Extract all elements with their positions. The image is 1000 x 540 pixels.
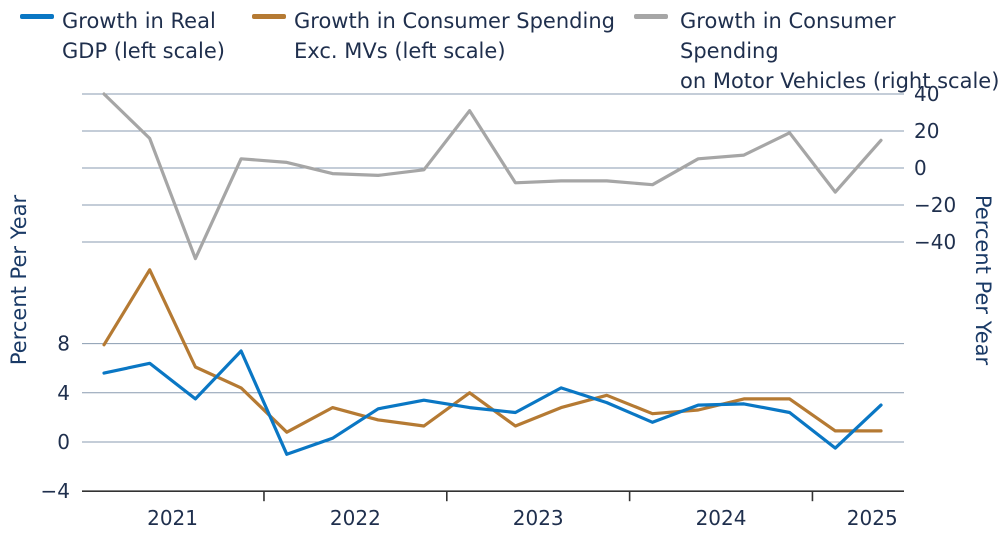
axes — [82, 490, 904, 502]
right-tick-label: 40 — [914, 82, 939, 106]
series-line-motor-vehicles — [102, 92, 883, 261]
x-year-label: 2023 — [513, 506, 564, 530]
legend-swatch-gdp — [20, 14, 54, 19]
right-tick-label: 0 — [914, 156, 927, 180]
x-year-label: 2021 — [147, 506, 198, 530]
legend-entry-consumer-exc-mv: Growth in Consumer Spending Exc. MVs (le… — [294, 6, 615, 66]
series-lines — [102, 92, 883, 456]
right-tick-label: 20 — [914, 119, 939, 143]
legend-label-motor-vehicles: Growth in Consumer Spending on Motor Veh… — [680, 9, 1000, 93]
legend-label-gdp: Growth in Real GDP (left scale) — [62, 9, 225, 63]
x-year-label: 2022 — [330, 506, 381, 530]
right-axis-title: Percent Per Year — [971, 195, 995, 366]
legend-swatch-consumer-exc-mv — [252, 14, 286, 19]
right-tick-label: −40 — [914, 230, 956, 254]
legend-entry-gdp: Growth in Real GDP (left scale) — [62, 6, 225, 66]
left-tick-label: 0 — [57, 430, 70, 454]
gridlines — [82, 93, 904, 443]
right-tick-label: −20 — [914, 193, 956, 217]
legend-swatch-motor-vehicles — [634, 14, 668, 19]
x-year-label: 2024 — [696, 506, 747, 530]
legend-label-consumer-exc-mv: Growth in Consumer Spending Exc. MVs (le… — [294, 9, 615, 63]
series-line-gdp — [102, 349, 883, 456]
left-axis-title: Percent Per Year — [7, 194, 31, 365]
left-tick-label: −4 — [41, 479, 70, 503]
legend-entry-motor-vehicles: Growth in Consumer Spending on Motor Veh… — [680, 6, 1000, 96]
left-tick-label: 4 — [57, 381, 70, 405]
x-year-label: 2025 — [847, 506, 898, 530]
left-tick-label: 8 — [57, 332, 70, 356]
